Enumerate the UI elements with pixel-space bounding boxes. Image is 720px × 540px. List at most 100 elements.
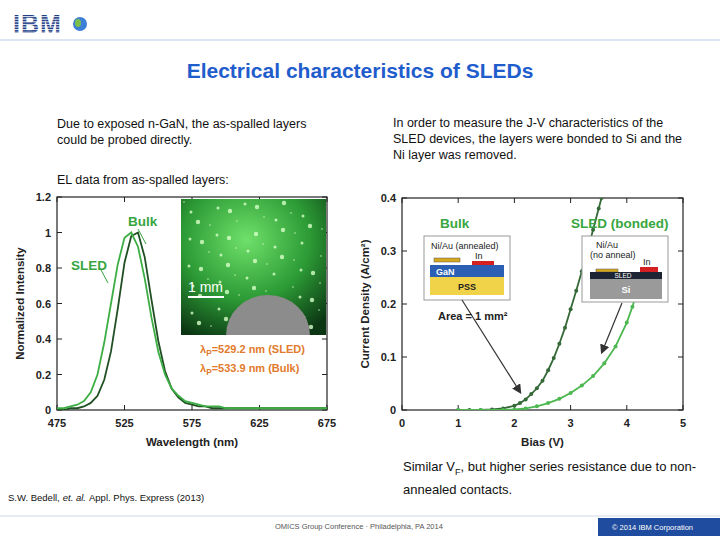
diagram-label: Ni/Au (annealed) [431,241,499,251]
y-tick [678,304,683,305]
photo-spot [252,286,256,290]
x-tick [626,198,627,203]
logo-globe [73,17,87,31]
logo-stripe [10,21,68,22]
data-point [546,368,550,372]
photo-spot [309,325,313,329]
photo-spot [282,201,286,205]
x-tick [458,198,459,203]
x-tick-label: 1 [455,417,461,429]
data-point [479,408,483,410]
y-tick-label: 0.4 [381,192,397,204]
photo-spot [210,325,212,327]
logo-stripe [10,14,68,15]
title: Electrical characteristics of SLEDs [187,59,534,82]
data-point [518,401,522,405]
photo-spot [273,273,276,276]
data-point [574,289,578,293]
photo-spot [281,228,285,232]
y-axis-label: Normalized Intensity [14,247,26,360]
x-tick [514,198,515,203]
y-tick-label: 0 [390,404,396,416]
inset-photo: 1 mm [181,199,326,335]
series-label: Bulk [440,216,470,231]
caption: Similar VF, but higher series resistance… [403,458,703,499]
data-point [479,408,483,410]
plot-frame [402,198,683,410]
data-point [569,307,573,311]
photo-spot [199,267,203,271]
logo-stripe [10,16,68,17]
photo-spot [197,321,201,325]
y-tick [678,357,683,358]
data-point [456,408,460,410]
label-leader [100,268,108,283]
diagram-label: SLED [615,272,632,279]
heading: EL data from as-spalled layers: [57,173,229,187]
data-point [591,374,595,378]
chart: 47552557562567500.20.40.60.811.2Waveleng… [14,191,336,448]
photo-spot [308,224,312,228]
text-part: F [455,467,461,477]
data-point [580,384,584,388]
diagram-frame [582,236,668,302]
photo-spot [263,216,265,218]
diagram-frame [424,236,510,300]
layer-sled [590,272,662,279]
photo-spot [254,232,258,236]
logo-stripe [10,29,68,30]
x-tick [570,405,571,410]
photo-spot [208,251,210,253]
arrow [602,303,622,352]
data-point [535,404,539,408]
layer-gan [430,265,504,277]
photo-spot [321,228,323,230]
photo-spot [275,219,278,222]
photo-spot [293,259,295,261]
data-point [552,356,556,360]
photo [181,199,326,335]
photo-spot [290,212,292,214]
photo-spot [227,236,231,240]
y-tick [678,251,683,252]
x-tick-label: 4 [624,417,631,429]
x-tick [570,198,571,203]
scale-label: 1 mm [188,279,223,295]
photo-spot [301,242,304,245]
paragraph: Due to exposed n-GaN, the as-spalled lay… [57,116,319,148]
y-tick [402,357,407,358]
photo-spot [183,201,185,203]
data-point [630,305,634,309]
citation: S.W. Bedell,et. al.Appl. Phys. Express (… [8,492,204,503]
x-axis-label: Bias (V) [521,436,564,448]
copyright: © 2014 IBM Corporation [612,523,693,532]
layer-in [472,261,494,265]
label-leader [138,229,146,244]
diagram-label: Si [622,284,631,295]
y-tick-label: 0.3 [381,245,396,257]
data-point [524,406,528,410]
logo-stripe [10,27,68,28]
y-tick-label: 0.6 [36,298,51,310]
logo-stripe [10,32,68,33]
logo-stripe [10,19,68,20]
photo-spot [217,207,220,210]
y-tick-label: 0.1 [381,351,396,363]
data-point [535,386,539,390]
data-point [529,392,533,396]
y-tick-label: 0.4 [36,333,52,345]
text-part: S.W. Bedell, [8,492,60,503]
probe [226,295,310,335]
text-part: Similar V [403,459,455,474]
device-diagrams: Ni/Au (annealed)InGaNPSSNi/Au(no anneal)… [424,236,668,392]
photo-spot [246,277,249,280]
data-point [557,397,561,401]
data-point [501,408,505,410]
x-axis-label: Wavelength (nm) [146,436,238,448]
data-point [600,198,604,200]
text-part: =529.2 nm (SLED) [212,343,306,355]
diagram-label: Ni/Au [596,240,618,250]
photo-spot [318,309,320,311]
photo-spot [189,238,192,241]
data-point [602,361,606,365]
